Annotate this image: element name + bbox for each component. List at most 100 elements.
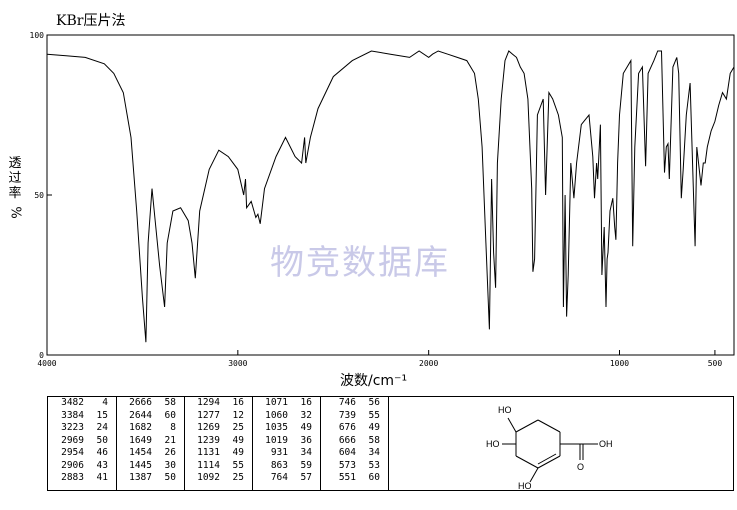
peak-wavenumber: 1114 [197, 459, 220, 471]
peak-transmittance: 12 [232, 409, 244, 421]
peak-transmittance: 41 [96, 472, 108, 483]
peak-wavenumber: 2666 [129, 397, 152, 408]
peak-wavenumber: 1294 [197, 397, 220, 408]
peak-transmittance: 43 [96, 459, 108, 471]
peak-wavenumber: 1060 [265, 409, 288, 421]
peak-wavenumber: 746 [338, 397, 356, 408]
peak-transmittance: 24 [96, 422, 108, 433]
peak-table-column: 1071 16 1060 32 1035 49 1019 36 931 34 863 59 764 57 [252, 397, 321, 490]
x-axis-label: 波数/cm⁻¹ [340, 373, 408, 389]
y-tick-label: 0 [39, 351, 44, 360]
peak-wavenumber: 1131 [197, 447, 220, 458]
peak-table-row: 931 34 [252, 447, 320, 460]
peak-transmittance: 60 [164, 409, 176, 421]
y-axis-label-char: 率 [8, 186, 22, 201]
y-axis-label-char: 透 [8, 156, 22, 171]
peak-table-row: 2644 60 [116, 410, 184, 423]
peak-table-column: 2666 58 2644 60 1682 8 1649 21 1454 26 1445 30 1387 5… [116, 397, 185, 490]
peak-wavenumber: 739 [338, 409, 356, 421]
peak-table-row: 2883 41 [48, 472, 116, 485]
peak-table-column: 746 56 739 55 676 49 666 58 604 34 573 53 551 60 [320, 397, 389, 490]
peak-transmittance: 50 [96, 434, 108, 446]
peak-transmittance: 56 [368, 397, 380, 408]
peak-transmittance: 49 [232, 434, 244, 446]
peak-wavenumber: 1277 [197, 409, 220, 421]
peak-transmittance: 30 [164, 459, 176, 471]
watermark: 物竞数据库 [270, 243, 450, 283]
peak-wavenumber: 863 [270, 459, 288, 471]
peak-table-row: 1387 50 [116, 472, 184, 485]
peak-transmittance: 60 [368, 472, 380, 483]
peak-wavenumber: 1019 [265, 434, 288, 446]
y-tick-label: 100 [30, 31, 45, 40]
peak-transmittance: 15 [96, 409, 108, 421]
peak-wavenumber: 931 [270, 447, 288, 458]
peak-table-row: 2666 58 [116, 397, 184, 410]
peak-transmittance: 58 [368, 434, 380, 446]
peak-table-row: 1269 25 [184, 422, 252, 435]
peak-table-row: 3384 15 [48, 410, 116, 423]
peak-wavenumber: 2883 [61, 472, 84, 483]
peak-table-row: 1019 36 [252, 435, 320, 448]
peak-transmittance: 49 [368, 422, 380, 433]
peak-table-row: 2954 46 [48, 447, 116, 460]
peak-table-row: 1092 25 [184, 472, 252, 485]
peak-table-row: 746 56 [320, 397, 388, 410]
peak-wavenumber: 3482 [61, 397, 84, 408]
peak-table-row: 2906 43 [48, 460, 116, 473]
peak-transmittance: 49 [300, 422, 312, 433]
peak-transmittance: 25 [232, 422, 244, 433]
peak-table-row: 1454 26 [116, 447, 184, 460]
peak-table-row: 2969 50 [48, 435, 116, 448]
peak-wavenumber: 2906 [61, 459, 84, 471]
peak-table-row: 1649 21 [116, 435, 184, 448]
peak-table-row: 1114 55 [184, 460, 252, 473]
peak-wavenumber: 3384 [61, 409, 84, 421]
peak-table-row: 573 53 [320, 460, 388, 473]
peak-transmittance: 55 [232, 459, 244, 471]
x-tick-label: 1000 [610, 359, 629, 368]
peak-wavenumber: 1454 [129, 447, 152, 458]
peak-table-row: 551 60 [320, 472, 388, 485]
y-tick-label: 50 [34, 191, 44, 200]
peak-transmittance: 50 [164, 472, 176, 483]
peak-table-row: 1035 49 [252, 422, 320, 435]
peak-table-row: 1682 8 [116, 422, 184, 435]
ir-spectrum-chart: 0 50 100 4000 3000 2000 1000 500 [30, 31, 735, 368]
molecule-structure: HO HO HO OH O [486, 405, 613, 490]
x-tick-label: 4000 [37, 359, 56, 368]
peak-transmittance: 34 [300, 447, 312, 458]
spectrum-trace [46, 50, 735, 343]
y-axis-unit: % [7, 206, 23, 219]
peak-wavenumber: 2969 [61, 434, 84, 446]
peak-wavenumber: 2644 [129, 409, 152, 421]
peak-transmittance: 16 [232, 397, 244, 408]
peak-transmittance: 53 [368, 459, 380, 471]
peak-transmittance: 4 [102, 397, 108, 408]
peak-transmittance: 25 [232, 472, 244, 483]
peak-wavenumber: 1071 [265, 397, 288, 408]
peak-wavenumber: 1445 [129, 459, 152, 471]
peak-wavenumber: 573 [338, 459, 356, 471]
peak-table-row: 1060 32 [252, 410, 320, 423]
structure-carbonyl-o: O [577, 462, 584, 472]
peak-transmittance: 59 [300, 459, 312, 471]
method-label: KBr压片法 [56, 13, 126, 29]
peak-table-row: 676 49 [320, 422, 388, 435]
peak-table-row: 764 57 [252, 472, 320, 485]
peak-transmittance: 57 [300, 472, 312, 483]
x-tick-label: 3000 [228, 359, 247, 368]
peak-table-column: 1294 16 1277 12 1269 25 1239 49 1131 49 1114 55 1092… [184, 397, 253, 490]
peak-transmittance: 55 [368, 409, 380, 421]
peak-wavenumber: 2954 [61, 447, 84, 458]
peak-wavenumber: 1649 [129, 434, 152, 446]
peak-table-row: 3223 24 [48, 422, 116, 435]
peak-transmittance: 49 [232, 447, 244, 458]
structure-ho-bottom: HO [518, 481, 532, 490]
peak-wavenumber: 676 [338, 422, 356, 433]
peak-table-row: 863 59 [252, 460, 320, 473]
peak-transmittance: 34 [368, 447, 380, 458]
peak-transmittance: 16 [300, 397, 312, 408]
structure-oh: OH [599, 439, 613, 449]
peak-wavenumber: 764 [270, 472, 288, 483]
